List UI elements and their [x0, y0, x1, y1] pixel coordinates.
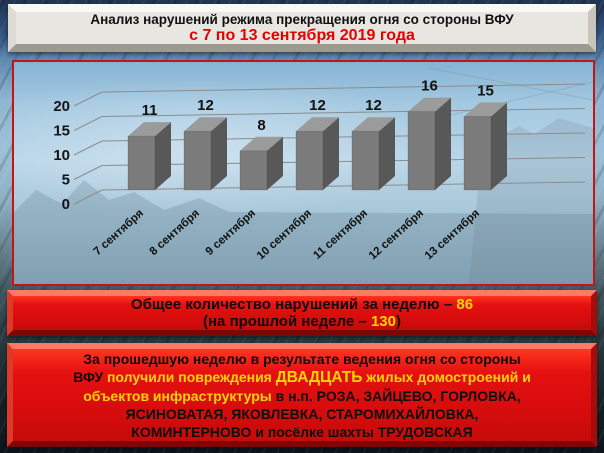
- details-line-2: ВФУ получили повреждения ДВАДЦАТЬ жилых …: [25, 368, 579, 387]
- page-subtitle: с 7 по 13 сентября 2019 года: [189, 27, 415, 44]
- bar-value-label: 12: [365, 97, 382, 114]
- gridline: [101, 108, 586, 117]
- bar-top-face: [408, 97, 451, 112]
- bar-top-face: [296, 117, 339, 132]
- ruins-silhouette: [14, 180, 593, 284]
- summary-week-total: 86: [456, 296, 474, 313]
- details-text-segment: получили повреждения: [106, 369, 276, 385]
- details-line-5: КОМИНТЕРНОВО и посёлке шахты ТРУДОВСКАЯ: [25, 423, 579, 441]
- y-axis-tick-label: 10: [53, 147, 70, 164]
- bar-value-label: 16: [421, 78, 438, 95]
- details-line-4: ЯСИНОВАТАЯ, ЯКОВЛЕВКА, СТАРОМИХАЙЛОВКА,: [25, 405, 579, 423]
- details-text-segment: объектов инфраструктуры: [83, 388, 276, 404]
- gridline: [101, 181, 586, 191]
- bar: [407, 111, 436, 191]
- summary-line2-suffix: ): [395, 313, 401, 330]
- details-line-3: объектов инфраструктуры в н.п. РОЗА, ЗАЙ…: [25, 387, 579, 405]
- bar-top-face: [352, 117, 395, 132]
- bar-value-label: 11: [142, 102, 158, 119]
- gridline-depth: [73, 165, 103, 180]
- bar-side-face: [211, 117, 227, 190]
- bar-side-face: [267, 136, 283, 190]
- page-title: Анализ нарушений режима прекращения огня…: [90, 12, 514, 27]
- details-text-segment: в н.п. РОЗА, ЗАЙЦЕВО, ГОРЛОВКА,: [275, 388, 521, 404]
- details-text-segment: КОМИНТЕРНОВО и посёлке шахты ТРУДОВСКАЯ: [131, 424, 473, 440]
- bar-side-face: [155, 122, 171, 190]
- bar-side-face: [323, 117, 339, 190]
- y-axis-tick-label: 0: [62, 196, 70, 213]
- bar: [295, 130, 324, 191]
- summary-line-1: Общее количество нарушений за неделю – 8…: [13, 296, 591, 313]
- y-axis-tick-label: 20: [53, 98, 70, 115]
- gridline-depth: [73, 140, 103, 156]
- details-banner: За прошедшую неделю в результате ведения…: [7, 343, 597, 447]
- bar: [463, 116, 492, 191]
- bar-side-face: [491, 102, 507, 190]
- summary-banner: Общее количество нарушений за неделю – 8…: [7, 290, 597, 336]
- bar-value-label: 12: [197, 97, 214, 114]
- details-text-segment: ВФУ: [73, 369, 107, 385]
- summary-prev-week-total: 130: [370, 313, 396, 330]
- bar-top-face: [184, 117, 227, 132]
- y-axis-tick-label: 5: [62, 172, 70, 189]
- details-text-segment: жилых домостроений и: [362, 369, 531, 385]
- details-text-segment: ЯСИНОВАТАЯ, ЯКОВЛЕВКА, СТАРОМИХАЙЛОВКА,: [125, 406, 479, 422]
- gridline: [101, 83, 586, 93]
- bar-value-label: 15: [477, 83, 494, 100]
- gridline-depth: [73, 116, 103, 131]
- details-text-segment: За прошедшую неделю в результате ведения…: [83, 351, 521, 367]
- cable-line: [428, 67, 593, 101]
- summary-line2-prefix: (на прошлой неделе –: [203, 313, 371, 330]
- details-damage-count: ДВАДЦАТЬ: [275, 369, 363, 386]
- chart-panel: 0 5 10 15 20 11 7 сентября 12 8 сентября 8 9 сентя…: [12, 60, 595, 286]
- summary-line-2: (на прошлой неделе – 130): [13, 313, 591, 330]
- bar: [351, 130, 380, 191]
- gridline-depth: [73, 91, 103, 107]
- bar: [239, 150, 268, 191]
- y-axis-tick-label: 15: [53, 123, 70, 140]
- bar-value-label: 8: [257, 117, 265, 134]
- bar-value-label: 12: [309, 97, 326, 114]
- bar-top-face: [128, 122, 171, 137]
- summary-line1-prefix: Общее количество нарушений за неделю –: [130, 296, 457, 313]
- bar: [183, 130, 212, 191]
- header-panel: Анализ нарушений режима прекращения огня…: [8, 4, 596, 52]
- bar-side-face: [379, 117, 395, 190]
- bar-top-face: [464, 102, 507, 117]
- bar-top-face: [240, 136, 283, 151]
- details-line-1: За прошедшую неделю в результате ведения…: [25, 350, 579, 368]
- gridline-depth: [73, 189, 103, 205]
- bar-side-face: [435, 97, 451, 190]
- bar: [127, 135, 156, 191]
